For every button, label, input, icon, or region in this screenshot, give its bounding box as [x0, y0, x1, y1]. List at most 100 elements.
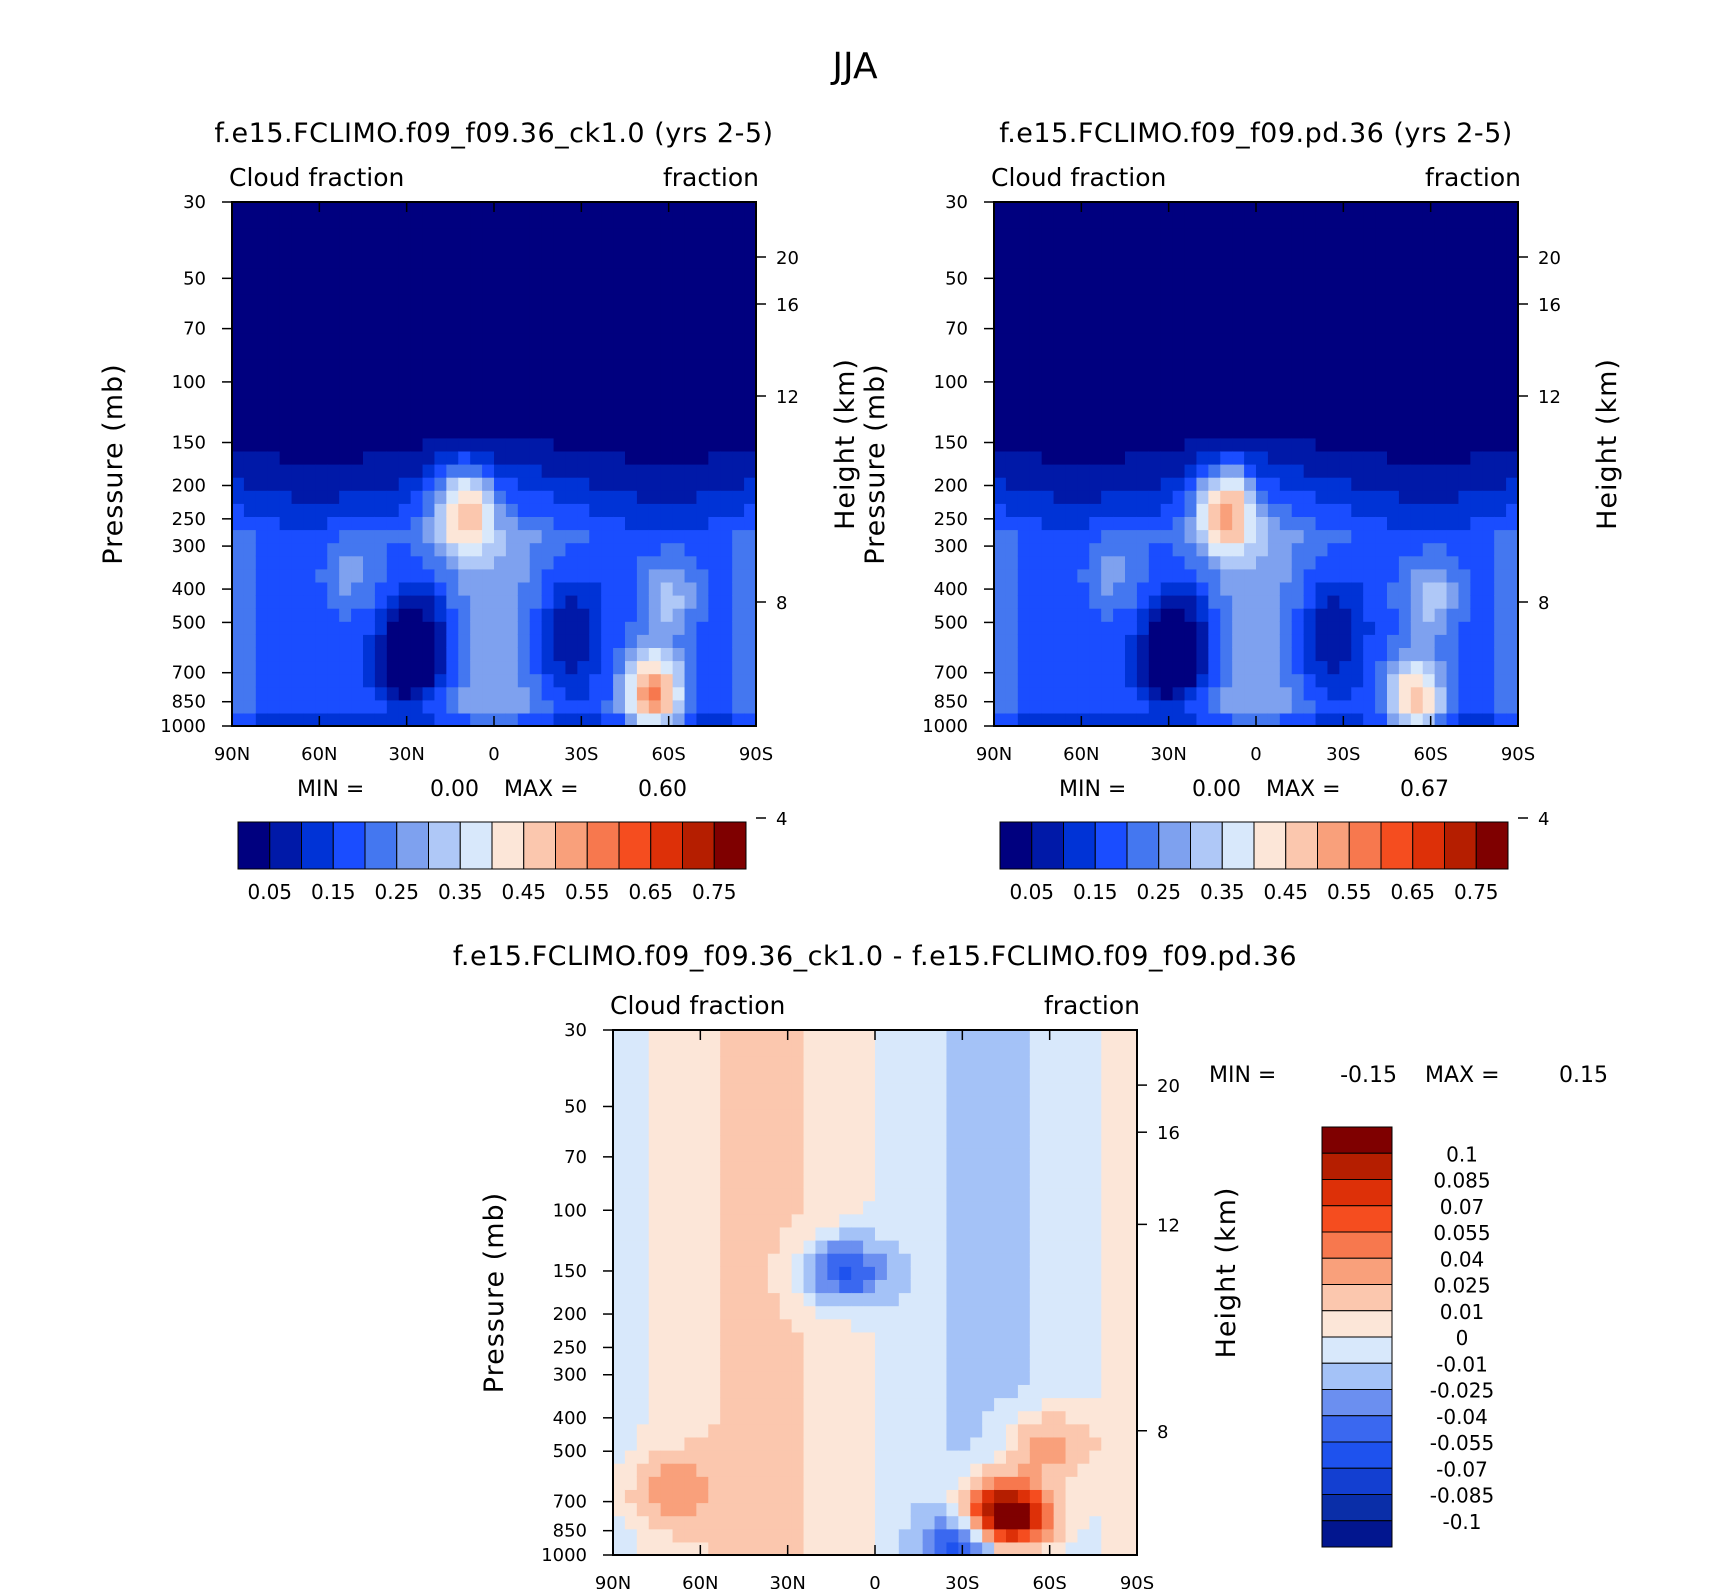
- heatmap-cell: [1017, 319, 1031, 334]
- heatmap-cell: [875, 1476, 888, 1490]
- heatmap-cell: [625, 660, 638, 675]
- heatmap-cell: [398, 673, 412, 688]
- heatmap-cell: [351, 699, 364, 714]
- heatmap-cell: [1327, 293, 1340, 308]
- heatmap-cell: [1375, 555, 1388, 570]
- heatmap-cell: [1196, 555, 1209, 570]
- heatmap-cell: [660, 621, 674, 635]
- heatmap-cell: [351, 686, 364, 701]
- heatmap-cell: [875, 1318, 888, 1333]
- heatmap-cell: [434, 621, 447, 635]
- heatmap-cell: [1160, 293, 1174, 308]
- heatmap-cell: [1327, 542, 1340, 557]
- heatmap-cell: [517, 647, 531, 662]
- heatmap-cell: [815, 1489, 828, 1504]
- heatmap-cell: [624, 1174, 638, 1189]
- heatmap-cell: [1208, 647, 1221, 662]
- heatmap-cell: [517, 621, 531, 635]
- heatmap-cell: [1065, 450, 1078, 465]
- heatmap-cell: [601, 595, 614, 609]
- heatmap-cell: [1303, 280, 1317, 295]
- heatmap-cell: [1244, 647, 1257, 662]
- heatmap-cell: [291, 490, 305, 504]
- heatmap-cell: [1220, 437, 1233, 452]
- heatmap-cell: [922, 1043, 936, 1057]
- heatmap-cell: [779, 1318, 793, 1333]
- heatmap-cell: [922, 1226, 936, 1241]
- heatmap-cell: [1184, 595, 1198, 609]
- heatmap-cell: [1208, 660, 1221, 675]
- heatmap-cell: [1422, 346, 1436, 360]
- heatmap-cell: [232, 490, 245, 504]
- heatmap-cell: [577, 267, 590, 282]
- heatmap-cell: [648, 1213, 662, 1228]
- heatmap-cell: [660, 608, 674, 622]
- heatmap-cell: [1077, 595, 1090, 609]
- heatmap-cell: [684, 1384, 697, 1399]
- heatmap-cell: [625, 490, 638, 504]
- heatmap-cell: [363, 477, 376, 491]
- heatmap-cell: [386, 477, 400, 491]
- heatmap-cell: [660, 712, 674, 727]
- heatmap-cell: [458, 215, 471, 229]
- heatmap-cell: [1422, 660, 1436, 675]
- heatmap-cell: [970, 1371, 983, 1385]
- heatmap-cell: [946, 1135, 959, 1149]
- heatmap-cell: [1375, 490, 1388, 504]
- heatmap-cell: [922, 1056, 936, 1070]
- heatmap-cell: [458, 267, 471, 282]
- heatmap-cell: [672, 490, 686, 504]
- heatmap-cell: [1017, 712, 1031, 727]
- heatmap-cell: [922, 1358, 936, 1372]
- heatmap-cell: [1375, 542, 1388, 557]
- heatmap-cell: [672, 1502, 686, 1517]
- heatmap-cell: [1148, 411, 1162, 426]
- heatmap-cell: [886, 1200, 900, 1215]
- heatmap-cell: [982, 1121, 995, 1136]
- heatmap-cell: [541, 424, 555, 439]
- heatmap-cell: [803, 1266, 817, 1280]
- heatmap-cell: [517, 712, 531, 727]
- heatmap-cell: [1029, 490, 1043, 504]
- heatmap-cell: [1256, 686, 1269, 701]
- heatmap-cell: [696, 1371, 709, 1385]
- heatmap-cell: [625, 608, 638, 622]
- heatmap-cell: [803, 1108, 817, 1123]
- heatmap-cell: [863, 1541, 876, 1556]
- heatmap-cell: [875, 1266, 888, 1280]
- heatmap-cell: [315, 346, 328, 360]
- heatmap-cell: [1256, 228, 1269, 242]
- heatmap-cell: [1113, 346, 1126, 360]
- heatmap-cell: [1375, 634, 1388, 648]
- heatmap-cell: [482, 385, 495, 400]
- heatmap-cell: [565, 673, 578, 688]
- heatmap-cell: [696, 1043, 709, 1057]
- heatmap-cell: [767, 1515, 781, 1530]
- heatmap-cell: [1398, 686, 1412, 701]
- heatmap-cell: [708, 346, 721, 360]
- heatmap-cell: [1422, 634, 1436, 648]
- heatmap-cell: [577, 712, 590, 727]
- heatmap-cell: [827, 1226, 840, 1241]
- heatmap-cell: [1244, 359, 1257, 373]
- heatmap-cell: [291, 542, 305, 557]
- heatmap-cell: [767, 1345, 781, 1359]
- heatmap-cell: [1494, 346, 1507, 360]
- heatmap-cell: [351, 411, 364, 426]
- heatmap-cell: [255, 529, 269, 544]
- heatmap-cell: [1410, 464, 1424, 478]
- heatmap-cell: [1375, 621, 1388, 635]
- heatmap-cell: [1220, 306, 1233, 321]
- heatmap-cell: [696, 1082, 709, 1097]
- heatmap-cell: [1172, 477, 1186, 491]
- heatmap-cell: [1113, 673, 1126, 688]
- heatmap-cell: [1279, 621, 1293, 635]
- heatmap-cell: [291, 280, 305, 295]
- heatmap-cell: [1506, 555, 1519, 570]
- heatmap-cell: [779, 1279, 793, 1294]
- heatmap-cell: [1291, 228, 1305, 242]
- heatmap-cell: [863, 1331, 876, 1346]
- heatmap-cell: [541, 385, 555, 400]
- heatmap-cell: [1029, 608, 1043, 622]
- heatmap-cell: [839, 1371, 852, 1385]
